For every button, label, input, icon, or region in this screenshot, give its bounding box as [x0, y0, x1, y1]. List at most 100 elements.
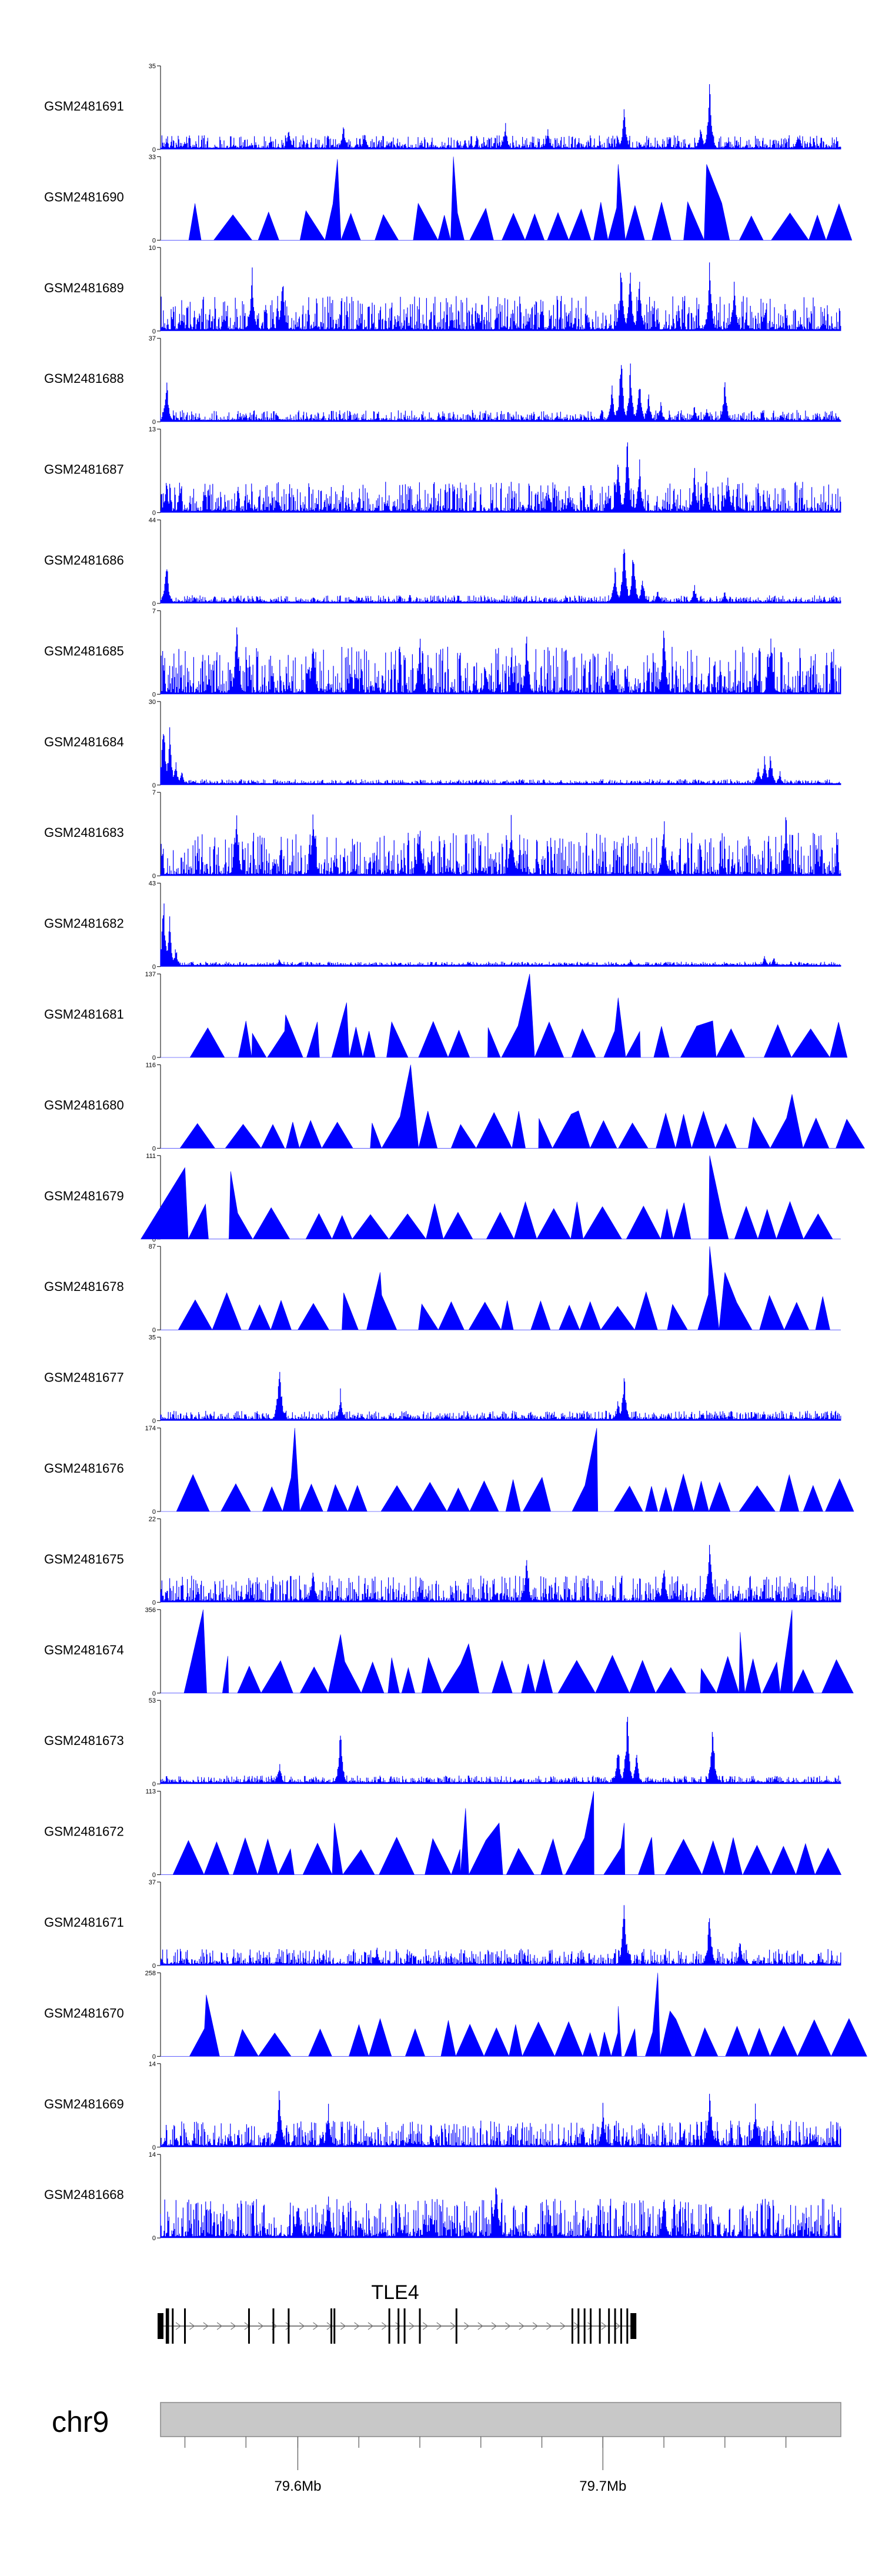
- track-label: GSM2481688: [44, 371, 124, 386]
- strand-arrow-icon: [477, 2322, 483, 2330]
- gene-exon: [158, 2313, 163, 2339]
- y-min-label: 0: [152, 1236, 156, 1243]
- genome-tick-label: 79.6Mb: [274, 2478, 321, 2494]
- gene-exon: [630, 2313, 637, 2339]
- y-min-label: 0: [152, 1872, 156, 1879]
- track-GSM2481684: GSM2481684 30 0: [44, 699, 841, 789]
- coverage-bars: [160, 442, 841, 513]
- strand-arrow-icon: [258, 2322, 264, 2330]
- strand-arrow-icon: [491, 2322, 497, 2330]
- gene-model-track: TLE4: [158, 2281, 637, 2344]
- track-label: GSM2481681: [44, 1007, 124, 1022]
- coverage-bars: [160, 1717, 841, 1784]
- coverage-bars: [160, 627, 841, 695]
- coverage-bars: [160, 903, 841, 967]
- track-label: GSM2481677: [44, 1370, 124, 1385]
- strand-arrow-icon: [313, 2322, 319, 2330]
- coverage-bars: [160, 84, 841, 149]
- coverage-area: [141, 1155, 841, 1240]
- coverage-bars: [160, 549, 841, 603]
- y-max-label: 258: [145, 1970, 156, 1977]
- y-max-label: 137: [145, 971, 156, 978]
- track-GSM2481690: GSM2481690 33 0: [44, 154, 853, 244]
- track-label: GSM2481673: [44, 1733, 124, 1748]
- gene-exon: [288, 2308, 290, 2344]
- gene-exon: [608, 2308, 610, 2344]
- y-max-label: 35: [149, 1334, 156, 1342]
- gene-exon: [614, 2308, 616, 2344]
- track-GSM2481691: GSM2481691 35 0: [44, 63, 841, 154]
- strand-arrow-icon: [175, 2322, 182, 2330]
- y-max-label: 87: [149, 1243, 156, 1250]
- strand-arrow-icon: [340, 2322, 346, 2330]
- track-label: GSM2481686: [44, 553, 124, 568]
- y-min-label: 0: [152, 1327, 156, 1334]
- track-GSM2481682: GSM2481682 43 0: [44, 880, 841, 971]
- track-GSM2481668: GSM2481668 14 0: [44, 2151, 841, 2242]
- y-max-label: 111: [146, 1153, 156, 1160]
- track-label: GSM2481689: [44, 281, 124, 295]
- y-max-label: 22: [149, 1516, 156, 1523]
- coverage-area: [161, 1427, 854, 1513]
- gene-exon: [167, 2308, 169, 2344]
- strand-arrow-icon: [450, 2322, 456, 2330]
- gene-exon: [599, 2308, 601, 2344]
- coverage-area: [161, 156, 853, 241]
- strand-arrow-icon: [409, 2322, 415, 2330]
- gene-exon: [330, 2308, 333, 2344]
- coverage-bars: [160, 262, 841, 331]
- y-min-label: 0: [152, 1509, 156, 1516]
- track-GSM2481685: GSM2481685 7 0: [44, 608, 841, 698]
- strand-arrow-icon: [230, 2322, 236, 2330]
- strand-arrow-icon: [368, 2322, 373, 2330]
- track-GSM2481689: GSM2481689 10 0: [44, 245, 841, 335]
- track-label: GSM2481678: [44, 1279, 124, 1294]
- gene-exon: [184, 2308, 186, 2344]
- y-min-label: 0: [152, 1690, 156, 1697]
- coverage-bars: [160, 1905, 841, 1966]
- strand-arrow-icon: [189, 2322, 195, 2330]
- y-max-label: 7: [152, 789, 156, 796]
- y-max-label: 10: [149, 245, 156, 252]
- y-min-label: 0: [152, 2144, 156, 2151]
- y-min-label: 0: [152, 873, 156, 880]
- y-max-label: 30: [149, 699, 156, 706]
- strand-arrow-icon: [285, 2322, 291, 2330]
- track-GSM2481687: GSM2481687 13 0: [44, 426, 841, 517]
- strand-arrow-icon: [203, 2322, 209, 2330]
- track-GSM2481683: GSM2481683 7 0: [44, 789, 841, 880]
- gene-label: TLE4: [371, 2281, 419, 2304]
- coverage-bars: [160, 2187, 841, 2238]
- y-min-label: 0: [152, 964, 156, 971]
- gene-exon: [577, 2308, 580, 2344]
- track-label: GSM2481679: [44, 1189, 124, 1203]
- track-GSM2481681: GSM2481681 137 0: [44, 971, 848, 1062]
- y-max-label: 13: [149, 426, 156, 433]
- y-min-label: 0: [152, 510, 156, 517]
- track-label: GSM2481685: [44, 643, 124, 658]
- track-GSM2481688: GSM2481688 37 0: [44, 335, 841, 426]
- track-label: GSM2481676: [44, 1461, 124, 1476]
- coverage-area: [161, 1065, 865, 1149]
- gene-exon: [620, 2308, 622, 2344]
- track-label: GSM2481683: [44, 825, 124, 840]
- track-GSM2481670: GSM2481670 258 0: [44, 1970, 867, 2060]
- gene-exon: [397, 2308, 400, 2344]
- strand-arrow-icon: [546, 2322, 552, 2330]
- track-label: GSM2481675: [44, 1551, 124, 1566]
- track-label: GSM2481687: [44, 462, 124, 477]
- strand-arrow-icon: [614, 2322, 621, 2330]
- track-label: GSM2481669: [44, 2097, 124, 2111]
- y-min-label: 0: [152, 328, 156, 335]
- track-GSM2481674: GSM2481674 356 0: [44, 1607, 854, 1697]
- coverage-bars: [160, 363, 841, 422]
- track-label: GSM2481680: [44, 1097, 124, 1112]
- y-max-label: 35: [149, 63, 156, 70]
- y-max-label: 14: [149, 2151, 156, 2158]
- gene-exon: [333, 2308, 336, 2344]
- strand-arrow-icon: [519, 2322, 524, 2330]
- track-GSM2481669: GSM2481669 14 0: [44, 2061, 841, 2151]
- coverage-bars: [160, 814, 841, 876]
- gene-exon: [248, 2308, 250, 2344]
